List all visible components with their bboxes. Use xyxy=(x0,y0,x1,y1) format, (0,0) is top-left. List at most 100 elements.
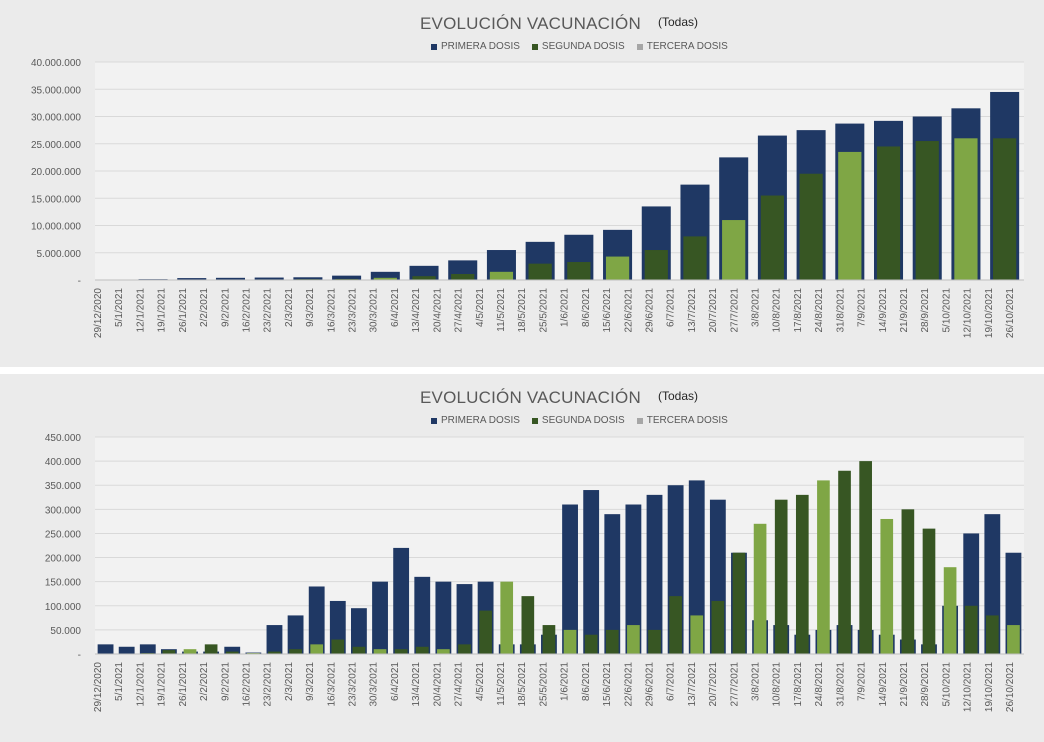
x-tick-label: 23/3/2021 xyxy=(348,288,359,333)
x-tick-label: 18/5/2021 xyxy=(517,662,528,707)
x-tick-label: 14/9/2021 xyxy=(878,288,889,333)
bar-segunda-dosis xyxy=(683,236,707,280)
y-tick-label: 50.000 xyxy=(50,626,81,637)
y-tick-label: - xyxy=(78,650,81,661)
x-tick-label: 7/9/2021 xyxy=(857,288,868,327)
y-tick-label: - xyxy=(78,276,81,287)
x-tick-label: 17/8/2021 xyxy=(793,662,804,707)
bar-segunda-dosis xyxy=(204,644,218,654)
bar-segunda-dosis xyxy=(563,629,577,654)
bar-segunda-dosis xyxy=(922,528,936,654)
bar-primera-dosis xyxy=(215,277,245,280)
x-tick-label: 9/2/2021 xyxy=(220,662,231,701)
x-tick-label: 13/4/2021 xyxy=(411,662,422,707)
x-tick-label: 24/8/2021 xyxy=(814,288,825,333)
bar-segunda-dosis xyxy=(479,610,492,654)
legend-swatch xyxy=(431,43,437,50)
bar-primera-dosis xyxy=(414,576,431,654)
y-tick-label: 20.000.000 xyxy=(31,167,81,178)
bar-primera-dosis xyxy=(604,514,621,654)
y-tick-label: 250.000 xyxy=(45,529,82,540)
bar-segunda-dosis xyxy=(412,276,436,280)
chart-title: EVOLUCIÓN VACUNACIÓN xyxy=(420,388,641,407)
bar-primera-dosis xyxy=(139,644,156,654)
x-tick-label: 12/1/2021 xyxy=(135,288,146,333)
bar-segunda-dosis xyxy=(489,271,514,280)
bar-primera-dosis xyxy=(287,615,304,654)
x-tick-label: 23/2/2021 xyxy=(263,288,274,333)
bar-segunda-dosis xyxy=(711,600,725,654)
bar-segunda-dosis xyxy=(985,615,999,654)
bar-primera-dosis xyxy=(625,504,642,654)
bar-segunda-dosis xyxy=(458,644,471,654)
legend-label: SEGUNDA DOSIS xyxy=(541,41,625,52)
bar-segunda-dosis xyxy=(373,649,387,654)
x-tick-label: 26/1/2021 xyxy=(178,662,189,707)
y-tick-label: 300.000 xyxy=(45,505,82,516)
x-tick-label: 16/2/2021 xyxy=(241,662,252,707)
y-tick-label: 35.000.000 xyxy=(31,85,81,96)
bar-segunda-dosis xyxy=(289,649,302,654)
x-tick-label: 23/3/2021 xyxy=(348,662,359,707)
x-tick-label: 20/7/2021 xyxy=(708,288,719,333)
x-tick-label: 17/8/2021 xyxy=(793,288,804,333)
x-tick-label: 3/8/2021 xyxy=(751,662,762,701)
bar-segunda-dosis xyxy=(817,480,830,654)
bar-segunda-dosis xyxy=(838,470,851,654)
bar-segunda-dosis xyxy=(451,274,475,280)
x-tick-label: 29/6/2021 xyxy=(644,288,655,333)
bar-segunda-dosis xyxy=(901,509,915,654)
x-tick-label: 13/4/2021 xyxy=(411,288,422,333)
x-tick-label: 5/1/2021 xyxy=(114,288,125,327)
chart-title: EVOLUCIÓN VACUNACIÓN xyxy=(420,14,641,33)
y-tick-label: 200.000 xyxy=(45,554,82,565)
bar-segunda-dosis xyxy=(722,220,746,280)
bar-primera-dosis xyxy=(351,608,367,654)
y-tick-label: 30.000.000 xyxy=(31,113,81,124)
bar-primera-dosis xyxy=(688,480,705,654)
x-tick-label: 19/10/2021 xyxy=(984,288,995,338)
x-tick-label: 22/6/2021 xyxy=(623,662,634,707)
x-tick-label: 15/6/2021 xyxy=(602,662,613,707)
bar-primera-dosis xyxy=(177,278,207,280)
bar-segunda-dosis xyxy=(943,567,957,654)
x-tick-label: 12/1/2021 xyxy=(135,662,146,707)
legend-item-primera: PRIMERA DOSIS xyxy=(431,41,520,52)
legend-item-segunda: SEGUNDA DOSIS xyxy=(531,41,625,52)
x-tick-label: 21/9/2021 xyxy=(899,662,910,707)
x-tick-label: 8/6/2021 xyxy=(581,662,592,701)
x-tick-label: 9/2/2021 xyxy=(220,288,231,327)
x-tick-label: 5/10/2021 xyxy=(941,662,952,707)
bar-segunda-dosis xyxy=(521,596,535,654)
legend-swatch xyxy=(636,43,643,50)
x-tick-label: 30/3/2021 xyxy=(369,662,380,707)
y-tick-label: 25.000.000 xyxy=(31,140,81,151)
bar-segunda-dosis xyxy=(795,494,809,654)
legend-swatch xyxy=(531,43,538,50)
bar-segunda-dosis xyxy=(415,646,429,654)
chart-panel-daily: EVOLUCIÓN VACUNACIÓN (Todas) PRIMERA DOS… xyxy=(0,374,1044,742)
bar-segunda-dosis xyxy=(880,518,894,654)
x-tick-label: 19/10/2021 xyxy=(984,662,995,712)
x-tick-label: 2/3/2021 xyxy=(284,288,295,327)
bar-segunda-dosis xyxy=(542,625,556,654)
x-tick-label: 10/8/2021 xyxy=(772,288,783,333)
legend-item-tercera: TERCERA DOSIS xyxy=(636,415,728,426)
x-tick-label: 31/8/2021 xyxy=(835,662,846,707)
bar-primera-dosis xyxy=(97,644,114,654)
bar-segunda-dosis xyxy=(225,651,239,654)
bar-segunda-dosis xyxy=(644,250,668,280)
bar-segunda-dosis xyxy=(838,151,862,280)
x-tick-label: 18/5/2021 xyxy=(517,288,528,333)
y-tick-label: 5.000.000 xyxy=(37,249,82,260)
bar-primera-dosis xyxy=(435,581,452,654)
bar-segunda-dosis xyxy=(331,639,345,654)
x-tick-label: 6/7/2021 xyxy=(666,288,677,327)
bar-primera-dosis xyxy=(293,277,323,280)
bar-segunda-dosis xyxy=(774,499,788,654)
bar-primera-dosis xyxy=(266,625,283,654)
x-tick-label: 27/7/2021 xyxy=(729,662,740,707)
x-tick-label: 20/4/2021 xyxy=(432,662,443,707)
x-tick-label: 2/2/2021 xyxy=(199,288,210,327)
x-tick-label: 27/4/2021 xyxy=(454,662,465,707)
